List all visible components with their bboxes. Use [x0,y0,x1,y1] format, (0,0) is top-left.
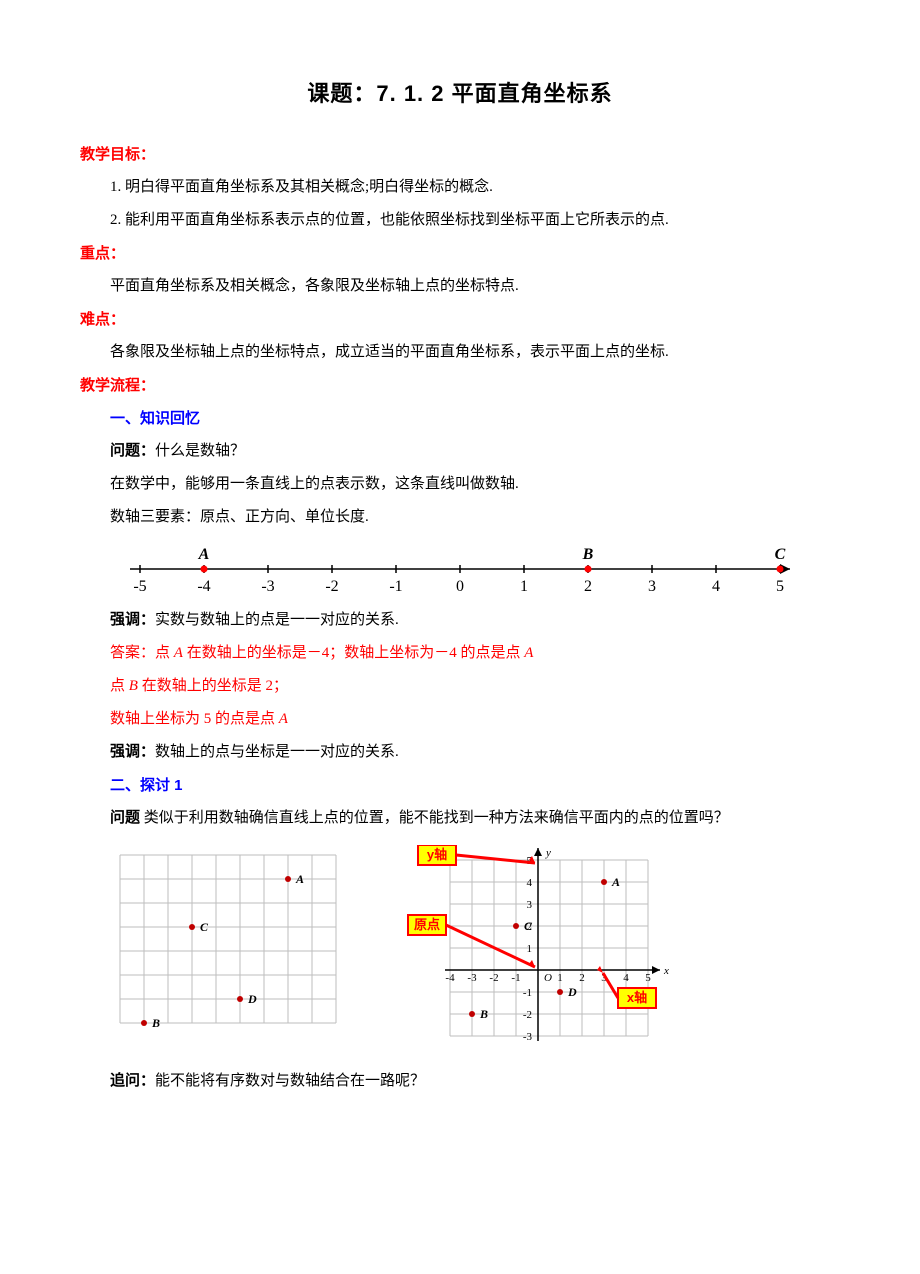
svg-text:3: 3 [527,899,533,911]
goal-2: 2. 能利用平面直角坐标系表示点的位置，也能依照坐标找到坐标平面上它所表示的点. [80,204,840,237]
svg-text:-4: -4 [197,578,210,595]
svg-text:x: x [663,965,669,977]
svg-text:-1: -1 [389,578,402,595]
para-1: 在数学中，能够用一条直线上的点表示数，这条直线叫做数轴. [80,468,840,501]
svg-text:B: B [582,546,594,563]
question-2: 问题 类似于利用数轴确信直线上点的位置，能不能找到一种方法来确信平面内的点的位置… [80,802,840,835]
q2-text: 类似于利用数轴确信直线上点的位置，能不能找到一种方法来确信平面内的点的位置吗？ [140,810,729,826]
svg-text:-2: -2 [325,578,338,595]
number-line-figure: -5 -4 -3 -2 -1 0 1 2 3 4 5 A B C [110,534,810,604]
grid-right-figure: -4-3-2-112345-3-2-112345OxyACDBy轴原点x轴 [400,845,670,1055]
follow-question: 追问：能不能将有序数对与数轴结合在一路呢？ [80,1065,840,1098]
q1-label: 问题： [110,443,155,459]
svg-text:4: 4 [527,877,533,889]
svg-text:B: B [151,1016,160,1030]
follow-label: 追问： [110,1073,155,1089]
svg-text:-1: -1 [523,987,532,999]
svg-text:D: D [567,985,577,999]
emph1-text: 实数与数轴上的点是一一对应的关系. [155,612,399,628]
question-1: 问题：什么是数轴？ [80,435,840,468]
answer-line-3: 数轴上坐标为 5 的点是点 A [80,703,840,736]
figure-row: ACDB -4-3-2-112345-3-2-112345OxyACDBy轴原点… [110,845,840,1055]
svg-text:-2: -2 [489,972,498,984]
emphasis-2: 强调：数轴上的点与坐标是一一对应的关系. [80,736,840,769]
goal-1: 1. 明白得平面直角坐标系及其相关概念;明白得坐标的概念. [80,171,840,204]
svg-text:x轴: x轴 [627,990,647,1005]
svg-text:原点: 原点 [414,917,440,932]
heading-flow: 教学流程： [80,369,840,402]
svg-text:3: 3 [648,578,656,595]
q1-text: 什么是数轴？ [155,443,245,459]
svg-text:5: 5 [645,972,651,984]
answer-line-2: 点 B 在数轴上的坐标是 2； [80,670,840,703]
svg-text:D: D [247,992,257,1006]
key-text: 平面直角坐标系及相关概念，各象限及坐标轴上点的坐标特点. [80,270,840,303]
emph2-text: 数轴上的点与坐标是一一对应的关系. [155,744,399,760]
svg-text:O: O [544,972,552,984]
svg-text:2: 2 [579,972,585,984]
svg-text:-5: -5 [133,578,146,595]
svg-text:0: 0 [456,578,464,595]
svg-text:4: 4 [712,578,720,595]
grid-left-figure: A C D B [110,845,350,1055]
svg-text:-3: -3 [467,972,477,984]
answer-line-1: 答案：点 A 在数轴上的坐标是－4；数轴上坐标为－4 的点是点 A [80,637,840,670]
svg-text:1: 1 [527,943,533,955]
svg-text:-3: -3 [523,1031,533,1043]
svg-text:C: C [200,920,209,934]
svg-text:-1: -1 [511,972,520,984]
emphasis-1: 强调：实数与数轴上的点是一一对应的关系. [80,604,840,637]
svg-text:1: 1 [520,578,528,595]
heading-hard: 难点： [80,303,840,336]
subheading-1: 一、知识回忆 [80,402,840,435]
svg-text:5: 5 [776,578,784,595]
svg-text:1: 1 [557,972,563,984]
svg-text:C: C [524,919,533,933]
para-2: 数轴三要素：原点、正方向、单位长度. [80,501,840,534]
svg-text:C: C [775,546,786,563]
svg-text:-2: -2 [523,1009,532,1021]
emph2-label: 强调： [110,744,155,760]
heading-goals: 教学目标： [80,138,840,171]
follow-text: 能不能将有序数对与数轴结合在一路呢？ [155,1073,425,1089]
svg-text:4: 4 [623,972,629,984]
svg-text:y轴: y轴 [427,847,447,862]
svg-text:B: B [479,1007,488,1021]
svg-text:-3: -3 [261,578,274,595]
svg-text:-4: -4 [445,972,455,984]
svg-text:A: A [295,872,304,886]
ans-label: 答案： [110,645,155,661]
svg-text:y: y [545,847,551,859]
svg-text:A: A [198,546,210,563]
subheading-2: 二、探讨 1 [80,769,840,802]
hard-text: 各象限及坐标轴上点的坐标特点，成立适当的平面直角坐标系，表示平面上点的坐标. [80,336,840,369]
q2-label: 问题 [110,810,140,826]
emph1-label: 强调： [110,612,155,628]
svg-text:A: A [611,875,620,889]
svg-text:2: 2 [584,578,592,595]
heading-key: 重点： [80,237,840,270]
page-title: 课题：7. 1. 2 平面直角坐标系 [80,70,840,118]
